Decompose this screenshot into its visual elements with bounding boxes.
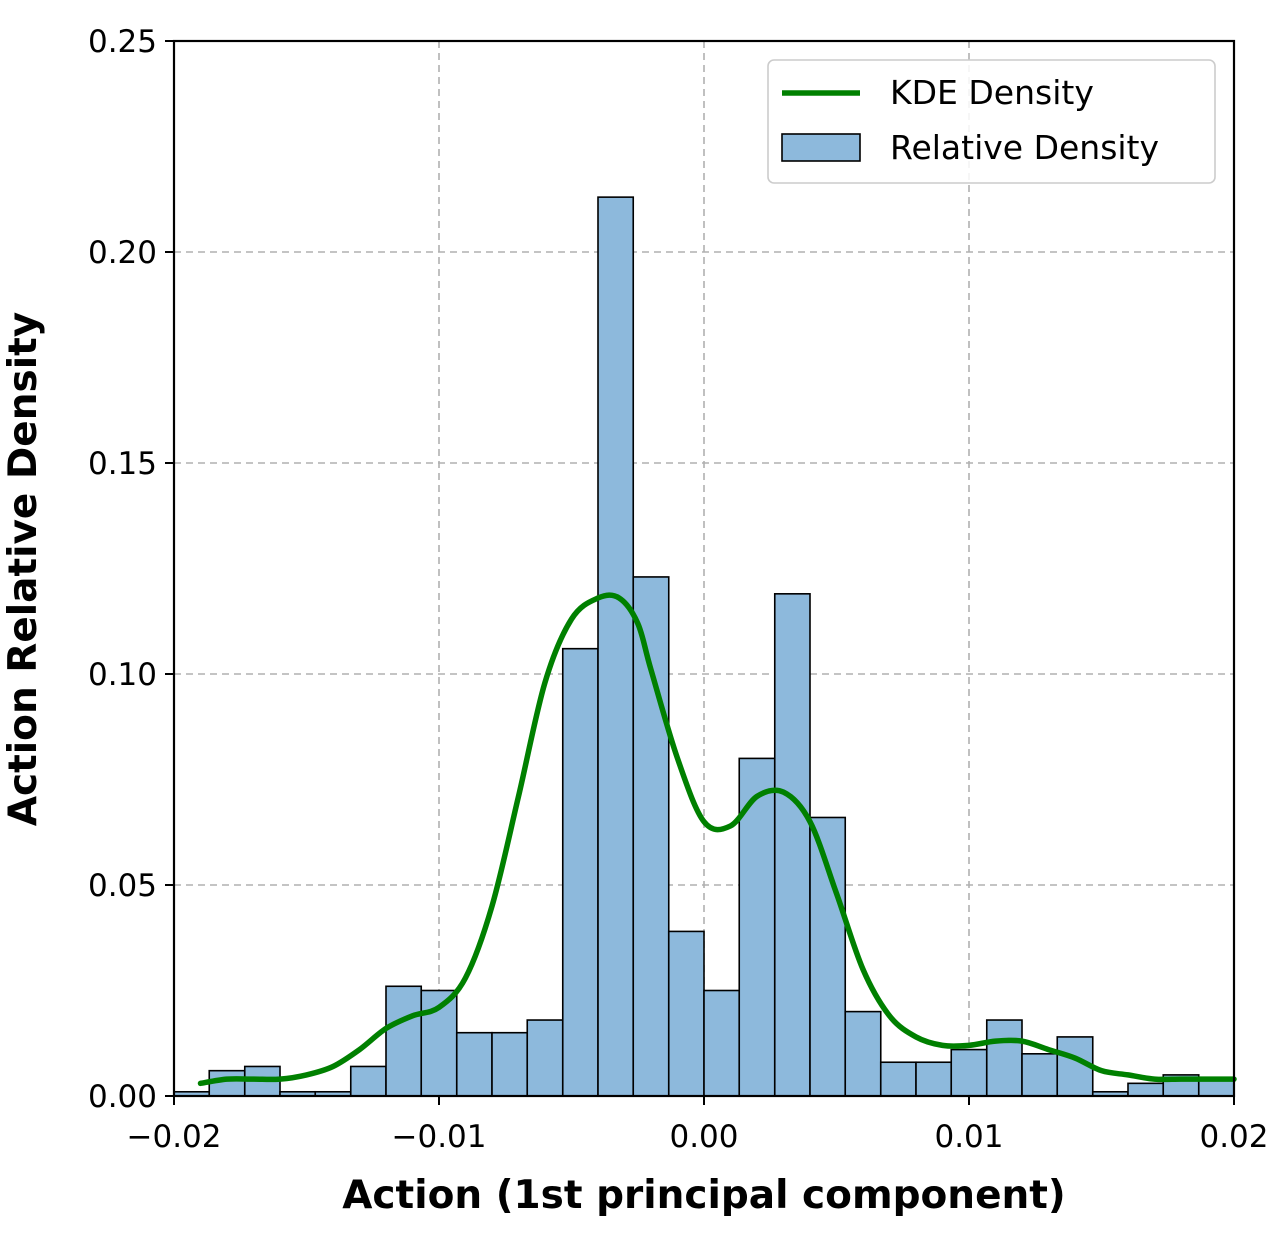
histogram-bar (561, 647, 599, 1097)
y-tick-label: 0.15 (88, 446, 157, 482)
histogram-bar (667, 930, 705, 1097)
histogram-bar (632, 576, 670, 1097)
histogram-bar (773, 593, 811, 1097)
y-tick-label: 0.05 (88, 868, 157, 904)
histogram-bar (349, 1065, 387, 1097)
legend: KDE Density Relative Density (767, 59, 1216, 184)
kde-curve-layer (197, 592, 1237, 1087)
y-tick-label: 0.25 (88, 24, 157, 60)
y-tick-label: 0.20 (88, 235, 157, 271)
y-tick-label: 0.00 (88, 1079, 157, 1115)
legend-hist-label: Relative Density (890, 128, 1159, 167)
histogram-bar (738, 757, 776, 1097)
histogram-bar (879, 1061, 917, 1097)
legend-hist-swatch (781, 133, 861, 162)
histogram-bar (526, 1019, 564, 1097)
legend-box (767, 59, 1216, 184)
grid-lines (174, 41, 1234, 1096)
histogram-bars (173, 196, 1235, 1097)
histogram-bar (844, 1010, 882, 1097)
histogram-bar (1021, 1053, 1059, 1097)
legend-kde-label: KDE Density (890, 73, 1094, 112)
x-tick-label: −0.02 (127, 1119, 222, 1155)
y-axis-ticks: 0.00 0.05 0.10 0.15 0.20 0.25 (88, 24, 174, 1115)
x-tick-label: −0.01 (392, 1119, 487, 1155)
histogram-bar (703, 989, 741, 1097)
x-tick-label: 0.00 (669, 1119, 738, 1155)
histogram-bar (1127, 1082, 1165, 1097)
histogram-bar (385, 985, 423, 1097)
x-tick-label: 0.01 (934, 1119, 1003, 1155)
x-axis-ticks: −0.02 −0.01 0.00 0.01 0.02 (127, 1096, 1269, 1155)
histogram-bar (985, 1019, 1023, 1097)
y-tick-label: 0.10 (88, 657, 157, 693)
x-tick-label: 0.02 (1199, 1119, 1268, 1155)
histogram-bar (915, 1061, 953, 1097)
histogram-bar (455, 1031, 493, 1097)
histogram-bar (950, 1048, 988, 1097)
histogram-bar (597, 196, 635, 1097)
x-axis-title: Action (1st principal component) (342, 1173, 1066, 1218)
kde-density-line (197, 592, 1237, 1087)
y-axis-title: Action Relative Density (1, 312, 46, 826)
histogram-bar (491, 1031, 529, 1097)
